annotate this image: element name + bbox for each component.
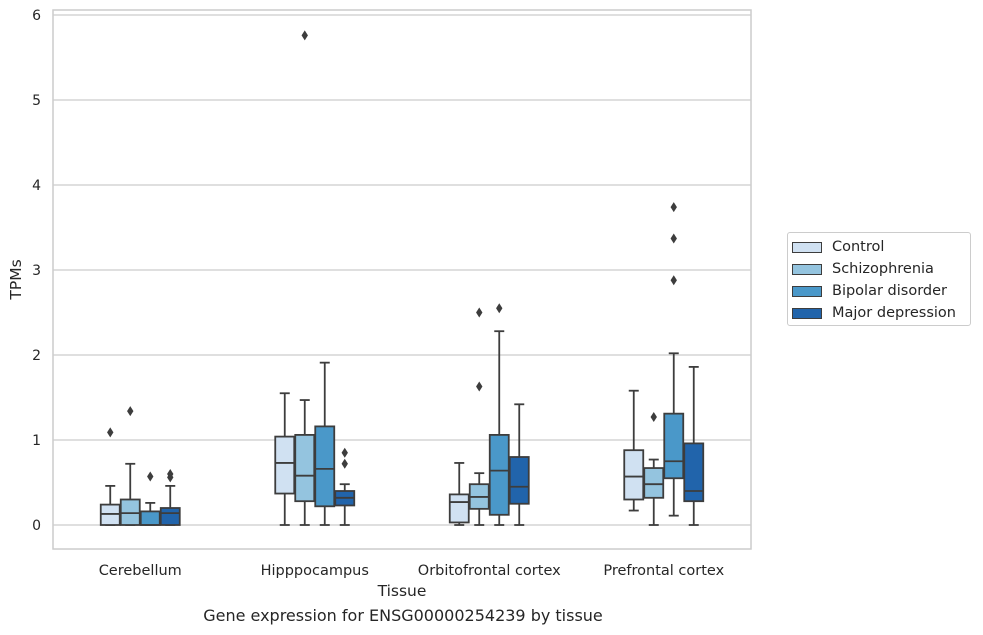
y-tick-label: 3	[32, 263, 41, 279]
y-tick-label: 0	[32, 518, 41, 534]
y-tick-label: 4	[32, 178, 41, 194]
outlier-point	[341, 458, 348, 469]
legend-item-control: Control	[792, 237, 884, 257]
legend-label-major-depression: Major depression	[832, 305, 956, 321]
legend-swatch-schizophrenia	[792, 263, 822, 275]
plot-frame	[52, 9, 752, 550]
box	[159, 507, 181, 526]
box	[448, 493, 470, 524]
legend: Control Schizophrenia Bipolar disorder M…	[787, 232, 971, 326]
legend-label-control: Control	[832, 239, 885, 255]
box	[508, 456, 530, 505]
y-tick-label: 5	[32, 93, 41, 109]
legend-item-bipolar-disorder: Bipolar disorder	[792, 281, 947, 301]
outlier-point	[670, 233, 677, 244]
x-tick-label: Orbitofrontal cortex	[418, 563, 561, 579]
y-tick-label: 6	[32, 8, 41, 24]
outlier-point	[341, 447, 348, 458]
box	[683, 442, 705, 503]
y-tick-label: 2	[32, 348, 41, 364]
chart-caption: Gene expression for ENSG00000254239 by t…	[203, 606, 603, 625]
outlier-point	[496, 303, 503, 314]
y-axis-label: TPMs	[7, 259, 25, 300]
box	[623, 449, 645, 501]
outlier-point	[670, 202, 677, 213]
legend-item-schizophrenia: Schizophrenia	[792, 259, 934, 279]
box	[314, 425, 336, 508]
x-tick-label: Hipppocampus	[261, 563, 369, 579]
legend-swatch-bipolar-disorder	[792, 285, 822, 297]
box	[488, 433, 510, 516]
outlier-point	[301, 30, 308, 41]
outlier-point	[147, 471, 154, 482]
outlier-point	[107, 427, 114, 438]
outlier-point	[650, 412, 657, 423]
outlier-point	[127, 406, 134, 417]
legend-item-major-depression: Major depression	[792, 303, 956, 323]
legend-label-schizophrenia: Schizophrenia	[832, 261, 934, 277]
x-tick-label: Prefrontal cortex	[603, 563, 724, 579]
legend-swatch-control	[792, 241, 822, 253]
box	[274, 435, 296, 495]
outlier-point	[476, 381, 483, 392]
box	[643, 467, 665, 499]
legend-label-bipolar-disorder: Bipolar disorder	[832, 283, 947, 299]
legend-swatch-major-depression	[792, 307, 822, 319]
box	[294, 433, 316, 503]
outlier-point	[167, 469, 174, 479]
x-tick-label: Cerebellum	[99, 563, 182, 579]
y-tick-label: 1	[32, 433, 41, 449]
outlier-point	[670, 275, 677, 286]
outlier-point	[476, 307, 483, 318]
box	[663, 412, 685, 480]
x-axis-label: Tissue	[377, 582, 427, 600]
box	[139, 510, 161, 526]
